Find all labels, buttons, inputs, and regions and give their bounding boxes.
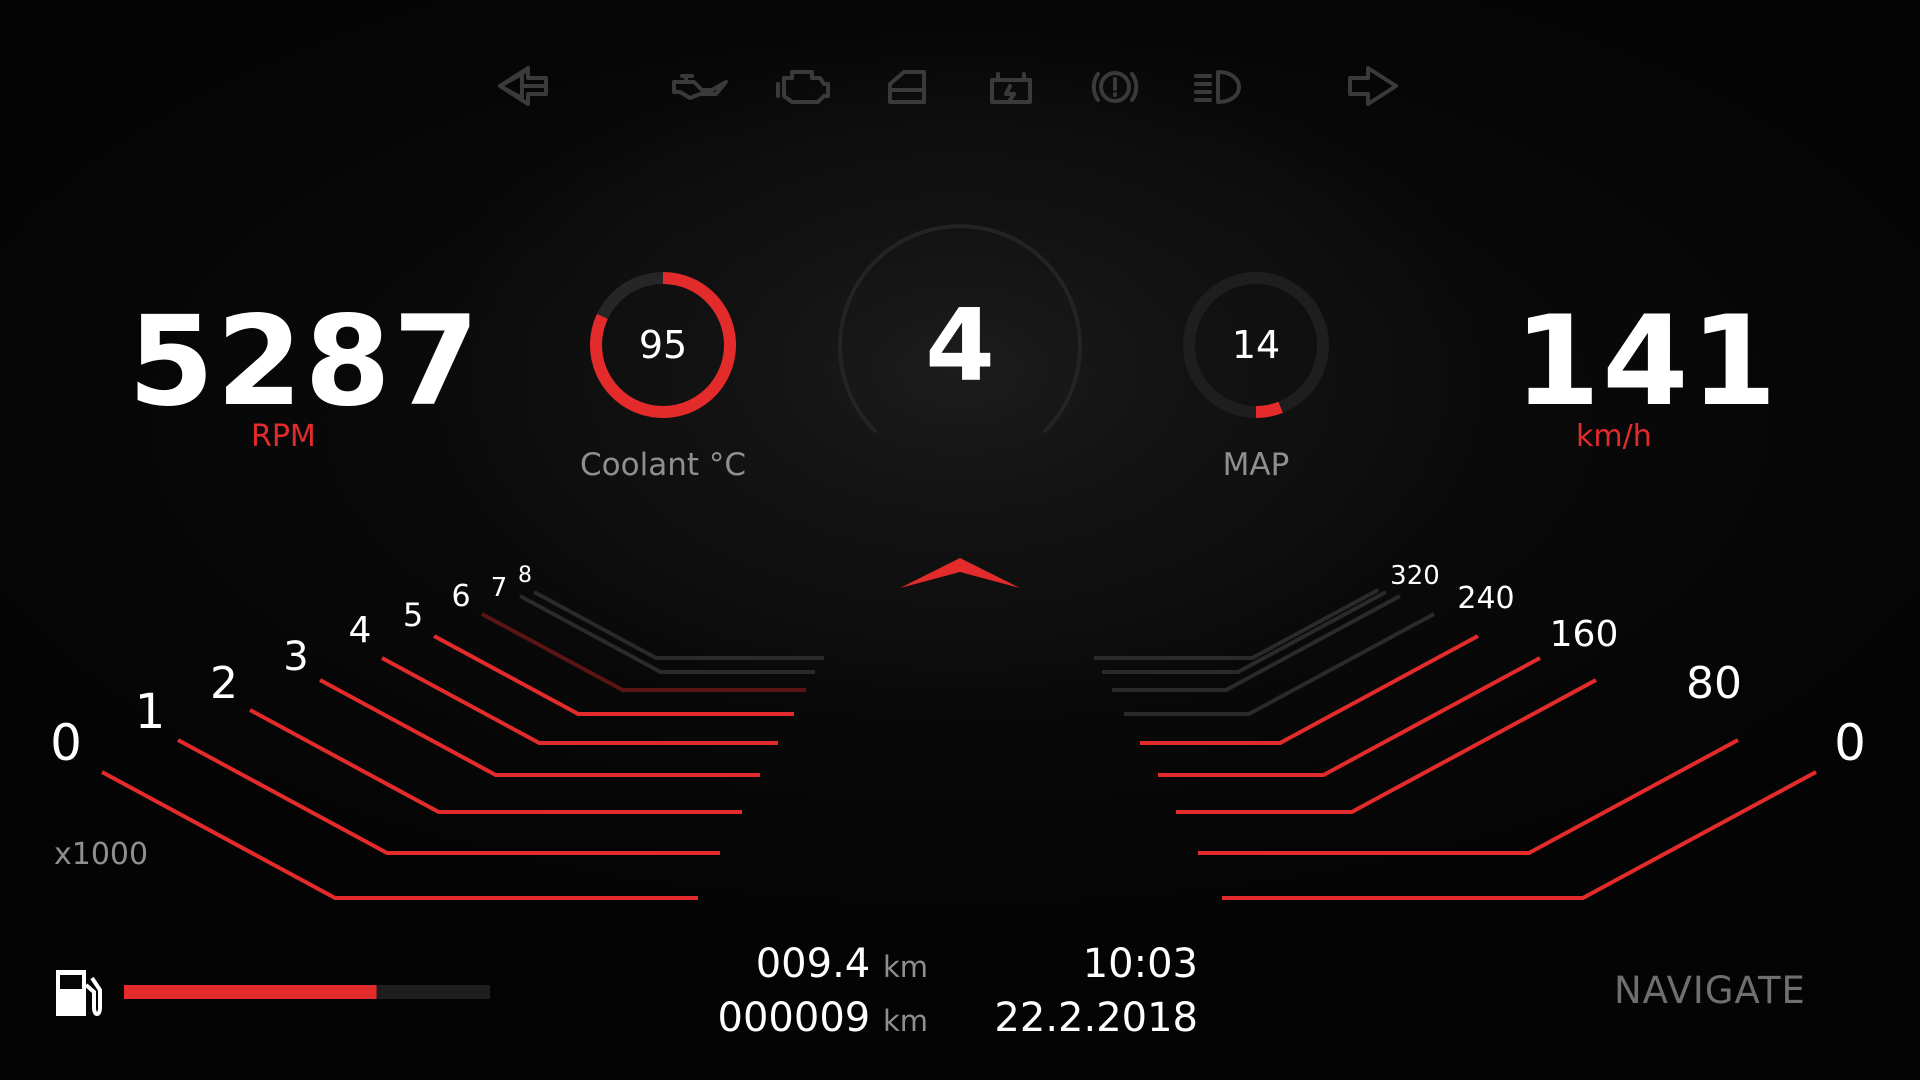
rpm-bar-lines: [101, 590, 824, 900]
odometer-unit: km: [882, 1004, 928, 1038]
speed-scale-label: 160: [1550, 614, 1619, 655]
rpm-scale-label: 3: [283, 634, 308, 680]
speed-scale-label: 80: [1686, 658, 1742, 709]
headlight-icon: [1194, 70, 1241, 104]
rpm-value: 5287: [128, 290, 482, 434]
speed-bar-line: [1198, 738, 1739, 855]
coolant-gauge: [590, 272, 736, 418]
door-icon: [888, 70, 926, 104]
rpm-bar-line: [381, 656, 778, 745]
odometer-distance: 000009 km: [718, 998, 928, 1038]
coolant-gauge-fill: [590, 272, 736, 418]
odometer-value: 000009: [717, 995, 871, 1041]
coolant-label: Coolant °C: [580, 447, 746, 483]
rpm-scale-label: 2: [210, 658, 238, 709]
rpm-bar-line: [249, 708, 742, 814]
fuel-pump-icon: [56, 970, 102, 1016]
rpm-bar-line: [101, 770, 698, 900]
brake-warning-icon: [1091, 71, 1139, 103]
map-gauge-fill: [1255, 401, 1283, 418]
arrow-right-icon: [1348, 66, 1398, 106]
oil-can-icon: [672, 74, 728, 100]
speed-bar-lines: [1094, 588, 1817, 900]
speed-bar-line: [1112, 594, 1401, 692]
trip-value: 009.4: [755, 941, 871, 987]
trip-distance: 009.4 km: [756, 944, 928, 984]
speed-scale-label: 320: [1390, 561, 1440, 591]
speed-bar-line: [1176, 678, 1597, 814]
rpm-scale-label: 4: [349, 610, 372, 651]
rpm-bar-line: [519, 594, 815, 674]
battery-icon: [990, 72, 1032, 104]
rpm-scale-label: 0: [50, 714, 82, 772]
speed-value: 141: [1514, 290, 1779, 434]
map-value: 14: [1231, 323, 1281, 367]
clock-date: 22.2.2018: [994, 995, 1198, 1041]
rpm-bar-line: [533, 590, 824, 660]
speed-bar-line: [1094, 588, 1379, 660]
speed-unit-label: km/h: [1576, 419, 1652, 454]
speed-scale-label: 0: [1834, 714, 1866, 772]
speed-bar-line: [1102, 590, 1387, 674]
gear-value: 4: [925, 287, 995, 404]
rpm-bar-line: [481, 612, 806, 692]
navigate-button[interactable]: NAVIGATE: [1614, 969, 1806, 1012]
speed-bar-line: [1140, 634, 1479, 745]
speed-bar-line: [1158, 656, 1541, 777]
coolant-value: 95: [638, 323, 688, 367]
rpm-scale-label: 1: [135, 684, 166, 740]
clock-time: 10:03: [1082, 941, 1198, 987]
trip-unit: km: [882, 950, 928, 984]
rpm-bar-line: [319, 678, 760, 777]
gear-dial: [838, 224, 1082, 434]
rpm-multiplier-label: x1000: [54, 837, 149, 872]
rpm-scale-label: 8: [518, 563, 532, 588]
rpm-bar-line: [177, 738, 720, 855]
center-indicator-chevron: [900, 558, 1020, 588]
map-label: MAP: [1222, 447, 1290, 483]
map-gauge: [1183, 272, 1329, 418]
rpm-scale-label: 5: [403, 596, 423, 634]
fuel-level-bar: [124, 985, 490, 999]
rpm-scale-label: 7: [491, 573, 508, 603]
rpm-scale-label: 6: [451, 579, 470, 614]
engine-icon: [776, 70, 830, 104]
arrow-left-icon: [498, 66, 548, 106]
speed-bar-line: [1222, 770, 1817, 900]
speed-scale-label: 240: [1457, 581, 1514, 616]
rpm-label: RPM: [251, 419, 316, 454]
rpm-bar-line: [433, 634, 794, 716]
speed-bar-line: [1124, 612, 1435, 716]
